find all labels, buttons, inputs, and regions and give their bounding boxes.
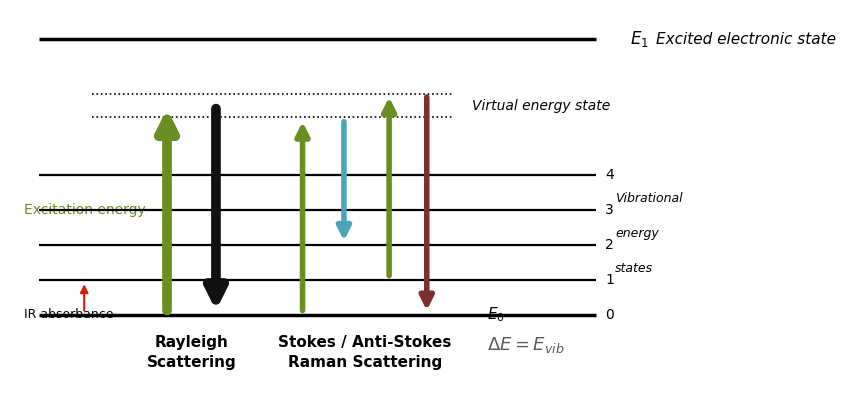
Text: Rayleigh
Scattering: Rayleigh Scattering — [147, 335, 237, 370]
Text: 3: 3 — [605, 203, 614, 217]
Text: Excitation energy: Excitation energy — [24, 203, 145, 217]
Text: energy: energy — [615, 227, 659, 240]
Text: Virtual energy state: Virtual energy state — [472, 99, 610, 113]
Text: $E_0$: $E_0$ — [487, 306, 505, 324]
Text: states: states — [615, 262, 653, 275]
Text: 2: 2 — [605, 238, 614, 252]
Text: Stokes / Anti-Stokes
Raman Scattering: Stokes / Anti-Stokes Raman Scattering — [278, 335, 451, 370]
Text: 1: 1 — [605, 273, 614, 287]
Text: Excited electronic state: Excited electronic state — [656, 31, 836, 47]
Text: Vibrational: Vibrational — [615, 192, 683, 205]
Text: $\Delta E = E_{vib}$: $\Delta E = E_{vib}$ — [487, 335, 564, 355]
Text: 4: 4 — [605, 169, 614, 182]
Text: 0: 0 — [605, 308, 614, 322]
Text: $E_1$: $E_1$ — [630, 29, 650, 49]
Text: IR absorbance: IR absorbance — [24, 308, 113, 321]
